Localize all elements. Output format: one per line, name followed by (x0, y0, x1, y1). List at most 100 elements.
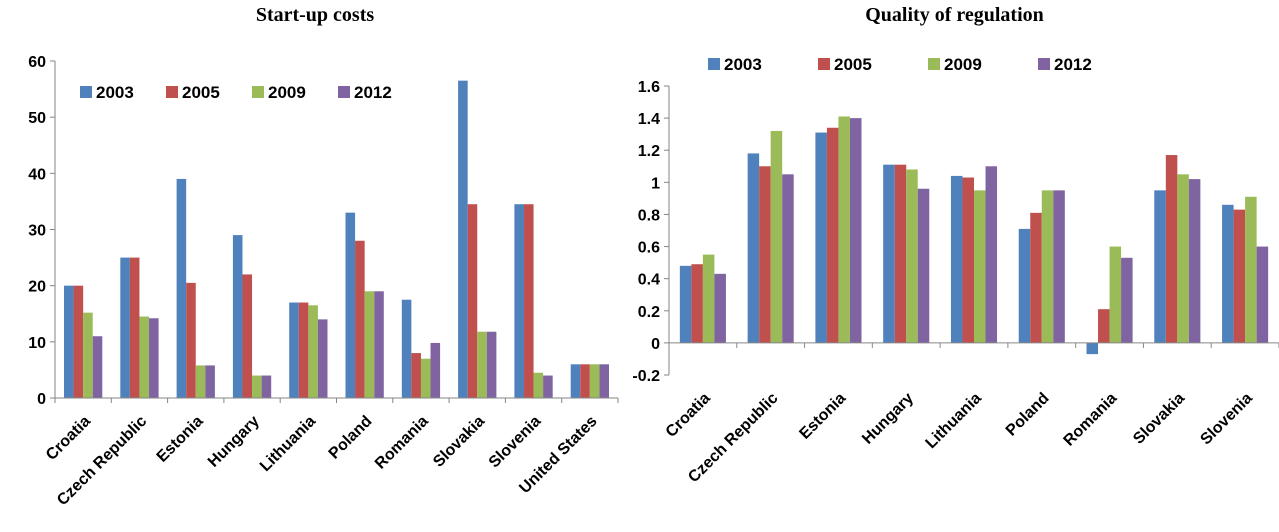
bar-2003 (883, 164, 895, 343)
bar-2005 (129, 257, 140, 398)
bar-2009 (1109, 246, 1122, 343)
y-tick-label: -0.2 (632, 368, 660, 385)
category-label: Slovakia (1130, 390, 1188, 448)
bar-2005 (962, 177, 974, 343)
legend-label: 2003 (96, 83, 134, 102)
bar-2003 (815, 132, 827, 343)
bar-2003 (401, 299, 412, 398)
y-tick-label: 40 (28, 166, 46, 183)
legend-swatch (166, 86, 178, 98)
bar-2005 (1098, 309, 1110, 343)
y-tick-label: 0.2 (638, 304, 660, 321)
bar-2012 (374, 291, 384, 398)
bar-2003 (1086, 342, 1099, 355)
bar-2009 (1177, 174, 1189, 343)
bar-2009 (589, 364, 600, 398)
y-tick-label: 1.2 (638, 143, 660, 160)
legend-label: 2003 (724, 55, 762, 74)
legend-label: 2009 (944, 55, 982, 74)
bar-2009 (533, 372, 544, 398)
category-label: Romania (372, 413, 432, 473)
legend-swatch (338, 86, 350, 98)
bar-2005 (242, 274, 253, 398)
y-tick-label: 60 (28, 54, 46, 71)
bar-2012 (430, 342, 441, 398)
bar-2012 (849, 118, 862, 343)
bar-2012 (317, 319, 328, 398)
chart-title: Quality of regulation (865, 4, 1044, 26)
y-tick-label: 0 (651, 336, 660, 353)
bar-2003 (1222, 204, 1234, 343)
legend-label: 2005 (182, 83, 220, 102)
bar-2003 (176, 178, 187, 398)
bar-2012 (92, 336, 103, 398)
bar-2005 (691, 264, 703, 343)
y-tick-label: 1 (651, 175, 660, 192)
bar-2009 (83, 312, 93, 398)
bar-2003 (570, 364, 581, 398)
y-tick-label: 0.8 (638, 207, 660, 224)
bar-2012 (205, 365, 215, 398)
bar-2009 (195, 365, 206, 398)
bar-2005 (73, 285, 84, 398)
bar-2005 (411, 353, 421, 398)
category-label: Croatia (663, 390, 714, 441)
bar-2003 (514, 204, 524, 398)
y-tick-label: 20 (28, 279, 46, 296)
category-label: Estonia (796, 390, 849, 443)
bar-2005 (1030, 212, 1042, 343)
category-label: Lithuania (923, 390, 985, 452)
bar-2009 (308, 305, 318, 398)
category-label: Slovakia (430, 413, 488, 471)
y-tick-label: 50 (28, 110, 46, 127)
legend-swatch (80, 86, 92, 98)
bar-2012 (486, 331, 497, 398)
bar-2003 (289, 302, 299, 398)
y-tick-label: 0.4 (638, 272, 660, 289)
bar-2012 (714, 273, 726, 343)
bar-2005 (355, 240, 365, 398)
category-label: Romania (1061, 390, 1121, 450)
category-label: Poland (1003, 390, 1053, 440)
bar-2012 (599, 364, 609, 398)
category-label: Lithuania (257, 413, 319, 475)
bar-2005 (894, 164, 907, 343)
bar-2012 (1121, 257, 1133, 343)
quality-of-regulation-chart: Quality of regulation -0.2 0 0.2 0.4 0.6 0.8 1… (630, 0, 1279, 532)
bar-2009 (906, 169, 918, 343)
y-tick-label: 30 (28, 223, 46, 240)
bar-2003 (232, 235, 243, 398)
legend-swatch (818, 58, 830, 70)
bar-2009 (139, 316, 150, 398)
y-tick-label: 10 (28, 335, 46, 352)
bar-2009 (838, 116, 850, 343)
bar-2005 (1233, 209, 1246, 343)
bar-2009 (770, 130, 783, 343)
y-tick-label: 1.4 (638, 111, 660, 128)
legend-swatch (708, 58, 720, 70)
legend-swatch (1038, 58, 1050, 70)
bar-2012 (261, 375, 272, 398)
bar-2005 (467, 204, 478, 398)
bar-2003 (747, 153, 760, 343)
bar-2003 (345, 212, 356, 398)
bar-2009 (364, 291, 375, 398)
category-label: Hungary (205, 413, 263, 471)
legend-swatch (252, 86, 264, 98)
bar-2005 (826, 127, 839, 343)
category-label: Slovenia (1197, 390, 1256, 449)
bar-2005 (298, 302, 309, 398)
bar-2003 (120, 257, 130, 398)
bar-2009 (702, 254, 715, 343)
legend-label: 2012 (1054, 55, 1092, 74)
bar-2009 (1041, 190, 1054, 343)
bar-2005 (1165, 155, 1178, 343)
bar-2003 (950, 175, 963, 343)
bar-2012 (543, 375, 553, 398)
bar-2003 (64, 285, 74, 398)
category-label: Poland (326, 413, 376, 463)
bar-2003 (679, 265, 692, 343)
bar-2012 (917, 188, 930, 343)
legend-label: 2012 (354, 83, 392, 102)
